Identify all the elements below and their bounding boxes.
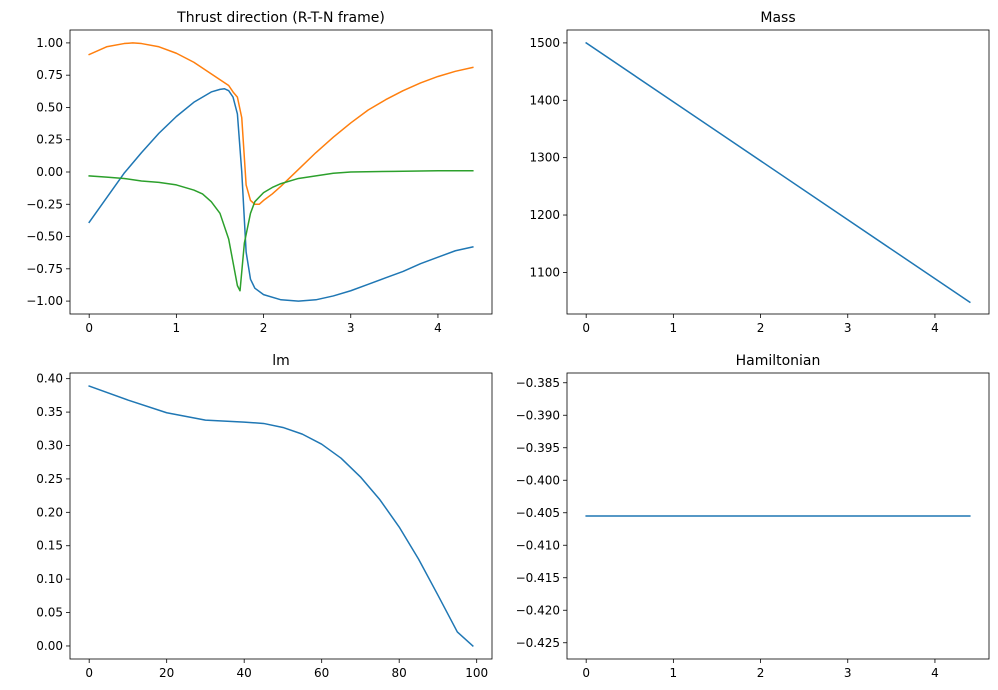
y-tick-label: 0.15: [36, 539, 63, 553]
y-tick-label: 1200: [529, 208, 560, 222]
y-tick-label: 1400: [529, 93, 560, 107]
y-tick-label: −0.415: [516, 571, 560, 585]
y-tick-label: −0.385: [516, 376, 560, 390]
chart-lm: lm 0 20 40 60 80 100 0.00 0.05 0.10 0.15 0.20 0.25 0.…: [36, 353, 493, 680]
x-tick-label: 3: [844, 666, 852, 680]
y-tick-label: 0.25: [36, 472, 63, 486]
series-line-N: [88, 169, 474, 292]
x-tick-label: 1: [173, 321, 181, 335]
y-tick-label: 0.75: [36, 68, 63, 82]
axes-frame: [69, 29, 493, 315]
x-tick-label: 4: [434, 321, 442, 335]
axes-frame: [69, 372, 493, 660]
x-tick-label: 2: [260, 321, 268, 335]
x-tick-label: 0: [582, 666, 590, 680]
chart-title: Thrust direction (R-T-N frame): [176, 10, 385, 26]
y-tick-label: 1100: [529, 265, 560, 279]
y-tick-label: −0.410: [516, 538, 560, 552]
chart-mass: Mass 0 1 2 3 4 1100 1200 1300 1400 1500: [529, 10, 990, 335]
y-tick-label: −0.395: [516, 441, 560, 455]
x-tick-label: 4: [931, 321, 939, 335]
y-tick-label: 0.20: [36, 505, 63, 519]
axes-frame: [566, 372, 990, 660]
y-tick-label: 0.00: [36, 165, 63, 179]
y-tick-label: 0.40: [36, 372, 63, 386]
y-tick-label: −0.390: [516, 408, 560, 422]
y-tick-label: −0.75: [26, 262, 63, 276]
y-tick-label: 0.50: [36, 100, 63, 114]
y-tick-label: −0.50: [26, 230, 63, 244]
x-tick-label: 60: [314, 666, 329, 680]
y-tick-label: −0.425: [516, 636, 560, 650]
series-line-lm: [88, 385, 474, 648]
x-tick-label: 4: [931, 666, 939, 680]
chart-title: Hamiltonian: [736, 353, 821, 369]
series-line-R: [88, 87, 474, 302]
y-tick-label: 1500: [529, 36, 560, 50]
y-tick-label: 0.00: [36, 639, 63, 653]
x-tick-label: 0: [85, 666, 93, 680]
x-tick-label: 1: [670, 321, 678, 335]
chart-title: Mass: [760, 10, 795, 26]
y-tick-label: 0.25: [36, 133, 63, 147]
y-tick-label: −0.420: [516, 603, 560, 617]
y-tick-label: −0.25: [26, 197, 63, 211]
x-tick-label: 100: [465, 666, 488, 680]
x-tick-label: 40: [237, 666, 252, 680]
chart-thrust: Thrust direction (R-T-N frame) 0 1 2 3 4 −1.00…: [26, 10, 493, 335]
x-tick-label: 3: [844, 321, 852, 335]
y-tick-label: 0.10: [36, 572, 63, 586]
y-tick-label: 0.35: [36, 405, 63, 419]
y-tick-label: −1.00: [26, 294, 63, 308]
x-tick-label: 0: [85, 321, 93, 335]
x-tick-label: 1: [670, 666, 678, 680]
axes-frame: [566, 29, 990, 315]
y-tick-label: −0.400: [516, 473, 560, 487]
y-tick-label: 1300: [529, 151, 560, 165]
x-tick-label: 20: [159, 666, 174, 680]
x-tick-label: 0: [582, 321, 590, 335]
chart-hamiltonian: Hamiltonian 0 1 2 3 4 −0.425 −0.420 −0.415 −0.410…: [516, 353, 990, 680]
x-tick-label: 2: [757, 666, 765, 680]
series-line-T: [88, 42, 474, 206]
x-tick-label: 3: [347, 321, 355, 335]
y-tick-label: 0.05: [36, 606, 63, 620]
x-tick-label: 80: [392, 666, 407, 680]
x-tick-label: 2: [757, 321, 765, 335]
chart-title: lm: [272, 353, 290, 369]
y-tick-label: −0.405: [516, 506, 560, 520]
y-tick-label: 1.00: [36, 36, 63, 50]
series-line-mass: [585, 41, 971, 304]
y-tick-label: 0.30: [36, 439, 63, 453]
